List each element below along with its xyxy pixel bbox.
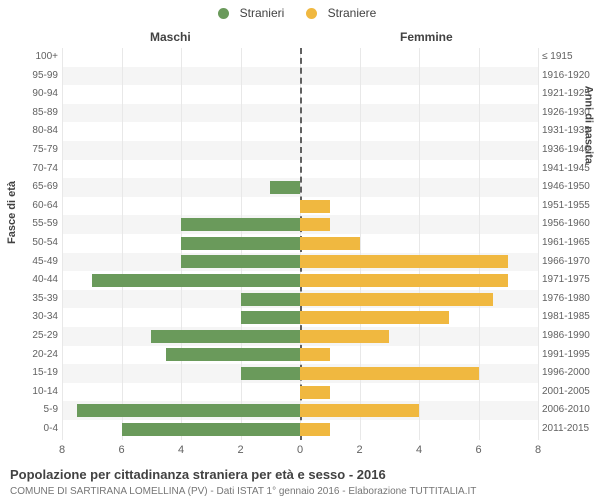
x-tick-label: 8 [535, 444, 541, 456]
legend-male-swatch [218, 8, 229, 19]
x-tick-label: 0 [297, 444, 303, 456]
bar-female [300, 348, 330, 361]
y-label-age: 5-9 [12, 404, 58, 415]
y-label-birth: 1916-1920 [542, 70, 598, 81]
bar-female [300, 311, 449, 324]
bar-female [300, 293, 493, 306]
y-label-age: 60-64 [12, 200, 58, 211]
gridline [419, 48, 420, 440]
legend-female-swatch [306, 8, 317, 19]
bar-male [241, 311, 301, 324]
y-label-age: 45-49 [12, 256, 58, 267]
bar-male [166, 348, 300, 361]
bar-female [300, 200, 330, 213]
y-label-birth: ≤ 1915 [542, 51, 598, 62]
y-label-birth: 1951-1955 [542, 200, 598, 211]
y-label-age: 15-19 [12, 367, 58, 378]
y-label-birth: 1946-1950 [542, 181, 598, 192]
y-label-birth: 1921-1925 [542, 88, 598, 99]
bar-female [300, 274, 508, 287]
y-label-birth: 1991-1995 [542, 349, 598, 360]
y-label-birth: 1936-1940 [542, 144, 598, 155]
bar-male [270, 181, 300, 194]
chart-title: Popolazione per cittadinanza straniera p… [10, 467, 386, 482]
y-label-birth: 1931-1935 [542, 125, 598, 136]
gridline [62, 48, 63, 440]
bar-male [241, 293, 301, 306]
y-label-birth: 1966-1970 [542, 256, 598, 267]
x-tick-label: 2 [237, 444, 243, 456]
legend: Stranieri Straniere [0, 6, 600, 22]
bar-male [181, 255, 300, 268]
y-label-age: 75-79 [12, 144, 58, 155]
bar-female [300, 255, 508, 268]
y-label-birth: 1981-1985 [542, 311, 598, 322]
y-label-age: 95-99 [12, 70, 58, 81]
pyramid-chart: Stranieri Straniere Maschi Femmine Fasce… [0, 0, 600, 500]
bar-male [92, 274, 300, 287]
x-tick-label: 2 [356, 444, 362, 456]
y-label-age: 65-69 [12, 181, 58, 192]
legend-male-label: Stranieri [240, 6, 285, 20]
bar-female [300, 367, 479, 380]
section-label-left: Maschi [150, 30, 191, 44]
x-tick-label: 6 [118, 444, 124, 456]
x-tick-label: 6 [475, 444, 481, 456]
gridline [538, 48, 539, 440]
bar-female [300, 423, 330, 436]
y-label-age: 50-54 [12, 237, 58, 248]
y-label-age: 85-89 [12, 107, 58, 118]
y-label-age: 80-84 [12, 125, 58, 136]
gridline [122, 48, 123, 440]
bar-male [241, 367, 301, 380]
plot-area [62, 48, 538, 440]
y-label-birth: 1996-2000 [542, 367, 598, 378]
bar-male [122, 423, 301, 436]
bar-male [77, 404, 300, 417]
y-label-birth: 1961-1965 [542, 237, 598, 248]
y-label-age: 0-4 [12, 423, 58, 434]
bar-female [300, 237, 360, 250]
x-tick-label: 8 [59, 444, 65, 456]
y-label-birth: 2006-2010 [542, 404, 598, 415]
gridline [360, 48, 361, 440]
y-label-age: 90-94 [12, 88, 58, 99]
y-label-age: 25-29 [12, 330, 58, 341]
y-label-birth: 1941-1945 [542, 163, 598, 174]
bar-female [300, 404, 419, 417]
y-label-age: 40-44 [12, 274, 58, 285]
y-label-age: 100+ [12, 51, 58, 62]
y-label-age: 30-34 [12, 311, 58, 322]
y-label-birth: 1986-1990 [542, 330, 598, 341]
bar-female [300, 218, 330, 231]
y-label-birth: 1926-1930 [542, 107, 598, 118]
y-label-birth: 1971-1975 [542, 274, 598, 285]
y-label-age: 35-39 [12, 293, 58, 304]
gridline [479, 48, 480, 440]
bar-female [300, 330, 389, 343]
section-label-right: Femmine [400, 30, 453, 44]
y-label-age: 20-24 [12, 349, 58, 360]
y-label-birth: 1976-1980 [542, 293, 598, 304]
x-tick-label: 4 [416, 444, 422, 456]
y-label-birth: 1956-1960 [542, 218, 598, 229]
bar-male [181, 218, 300, 231]
chart-subtitle: COMUNE DI SARTIRANA LOMELLINA (PV) - Dat… [10, 486, 476, 497]
bar-male [181, 237, 300, 250]
y-label-age: 55-59 [12, 218, 58, 229]
y-label-age: 70-74 [12, 163, 58, 174]
bar-female [300, 386, 330, 399]
legend-female-label: Straniere [328, 6, 377, 20]
x-tick-label: 4 [178, 444, 184, 456]
y-label-birth: 2011-2015 [542, 423, 598, 434]
y-label-birth: 2001-2005 [542, 386, 598, 397]
bar-male [151, 330, 300, 343]
y-label-age: 10-14 [12, 386, 58, 397]
